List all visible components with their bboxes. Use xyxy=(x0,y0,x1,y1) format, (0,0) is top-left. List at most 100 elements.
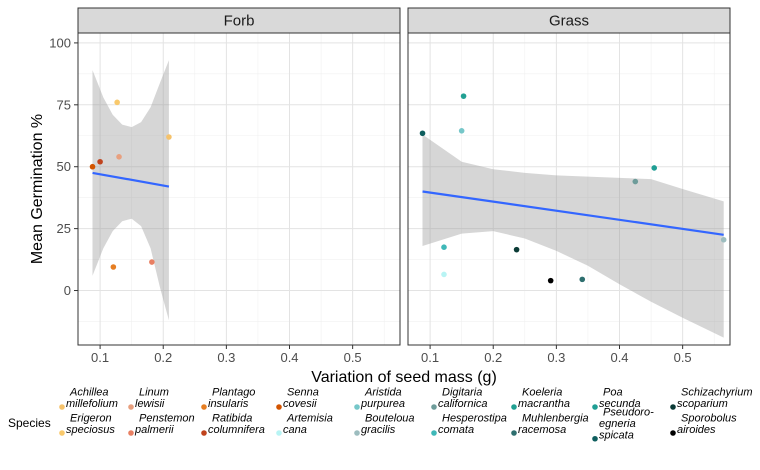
legend-label: gracilis xyxy=(361,424,396,436)
legend-key xyxy=(276,404,282,410)
legend-label: airoides xyxy=(677,424,716,436)
legend-label: speciosus xyxy=(66,424,115,436)
legend-label: palmerii xyxy=(134,424,174,436)
x-tick-label: 0.2 xyxy=(484,350,502,365)
legend-key xyxy=(670,404,676,410)
legend-key xyxy=(670,430,676,436)
panel-border xyxy=(407,32,731,346)
x-tick-label: 0.1 xyxy=(91,350,109,365)
facet-title: Forb xyxy=(224,13,255,30)
legend-label: Aristida xyxy=(364,386,402,398)
facet-strip xyxy=(407,7,731,34)
legend-key xyxy=(431,430,437,436)
legend-label: racemosa xyxy=(518,424,566,436)
legend-key xyxy=(201,430,207,436)
data-point xyxy=(458,128,465,134)
data-point xyxy=(441,244,447,250)
legend-label: Artemisia xyxy=(286,412,333,424)
data-point xyxy=(89,163,96,170)
legend-key xyxy=(354,430,360,436)
legend-label: columnifera xyxy=(208,424,265,436)
y-tick-label: 75 xyxy=(57,97,71,112)
x-tick-label: 0.4 xyxy=(280,350,298,365)
legend-label: Poa xyxy=(603,386,623,398)
legend-label: comata xyxy=(438,424,474,436)
legend-label: californica xyxy=(438,398,488,410)
legend-key xyxy=(59,404,65,410)
legend-label: cana xyxy=(283,424,307,436)
legend-label: lewisii xyxy=(135,398,165,410)
legend-label: Hesperostipa xyxy=(442,412,507,424)
y-tick-label: 50 xyxy=(57,159,71,174)
x-tick-label: 0.3 xyxy=(217,350,235,365)
legend-key xyxy=(592,435,598,442)
data-point xyxy=(513,246,520,253)
data-point xyxy=(97,158,103,165)
legend-label: spicata xyxy=(599,430,634,442)
x-tick-label: 0.2 xyxy=(154,350,172,365)
x-tick-label: 0.5 xyxy=(674,350,692,365)
legend-key xyxy=(431,404,437,410)
legend-key xyxy=(59,430,65,436)
legend-key xyxy=(354,404,360,410)
legend-key xyxy=(128,430,134,436)
panel-grass: Grass xyxy=(407,7,731,346)
data-point xyxy=(114,99,120,106)
data-point xyxy=(651,165,658,171)
data-point xyxy=(116,154,122,160)
legend-key xyxy=(592,404,598,410)
panel-forb: Forb xyxy=(77,7,401,346)
panel-border xyxy=(77,32,401,346)
data-point xyxy=(110,264,117,270)
y-tick-label: 0 xyxy=(64,283,71,298)
legend-label: Koeleria xyxy=(522,386,562,398)
legend-label: Senna xyxy=(287,386,319,398)
data-point xyxy=(419,130,426,137)
data-point xyxy=(547,277,554,284)
data-point xyxy=(166,134,172,140)
facet-strip xyxy=(77,7,401,34)
legend-label: covesii xyxy=(283,398,317,410)
x-tick-label: 0.5 xyxy=(344,350,362,365)
x-axis-title: Variation of seed mass (g) xyxy=(311,369,497,386)
legend-label: insularis xyxy=(208,398,249,410)
legend-label: macrantha xyxy=(518,398,570,410)
facet-title: Grass xyxy=(549,13,589,30)
legend-key xyxy=(511,430,517,436)
x-tick-label: 0.1 xyxy=(421,350,439,365)
x-tick-label: 0.4 xyxy=(610,350,628,365)
legend-label: Pseudoro- xyxy=(603,407,654,419)
legend-label: Ratibida xyxy=(212,412,252,424)
legend-label: Digitaria xyxy=(442,386,482,398)
legend-label: Sporobolus xyxy=(681,412,737,424)
legend-label: secunda xyxy=(599,398,641,410)
legend-label: Muhlenbergia xyxy=(522,412,589,424)
legend-label: Erigeron xyxy=(70,412,112,424)
trend-line xyxy=(422,190,724,236)
legend-label: Penstemon xyxy=(139,412,195,424)
data-point xyxy=(441,271,447,278)
x-tick-label: 0.3 xyxy=(547,350,565,365)
legend-label: Bouteloua xyxy=(365,412,415,424)
legend-label: scoparium xyxy=(677,398,728,410)
legend-label: Schizachyrium xyxy=(681,386,753,398)
legend-key xyxy=(511,404,517,410)
legend-key xyxy=(276,430,282,436)
confidence-ribbon xyxy=(422,134,724,338)
legend-label: egneria xyxy=(599,418,636,430)
legend-key xyxy=(201,404,207,410)
